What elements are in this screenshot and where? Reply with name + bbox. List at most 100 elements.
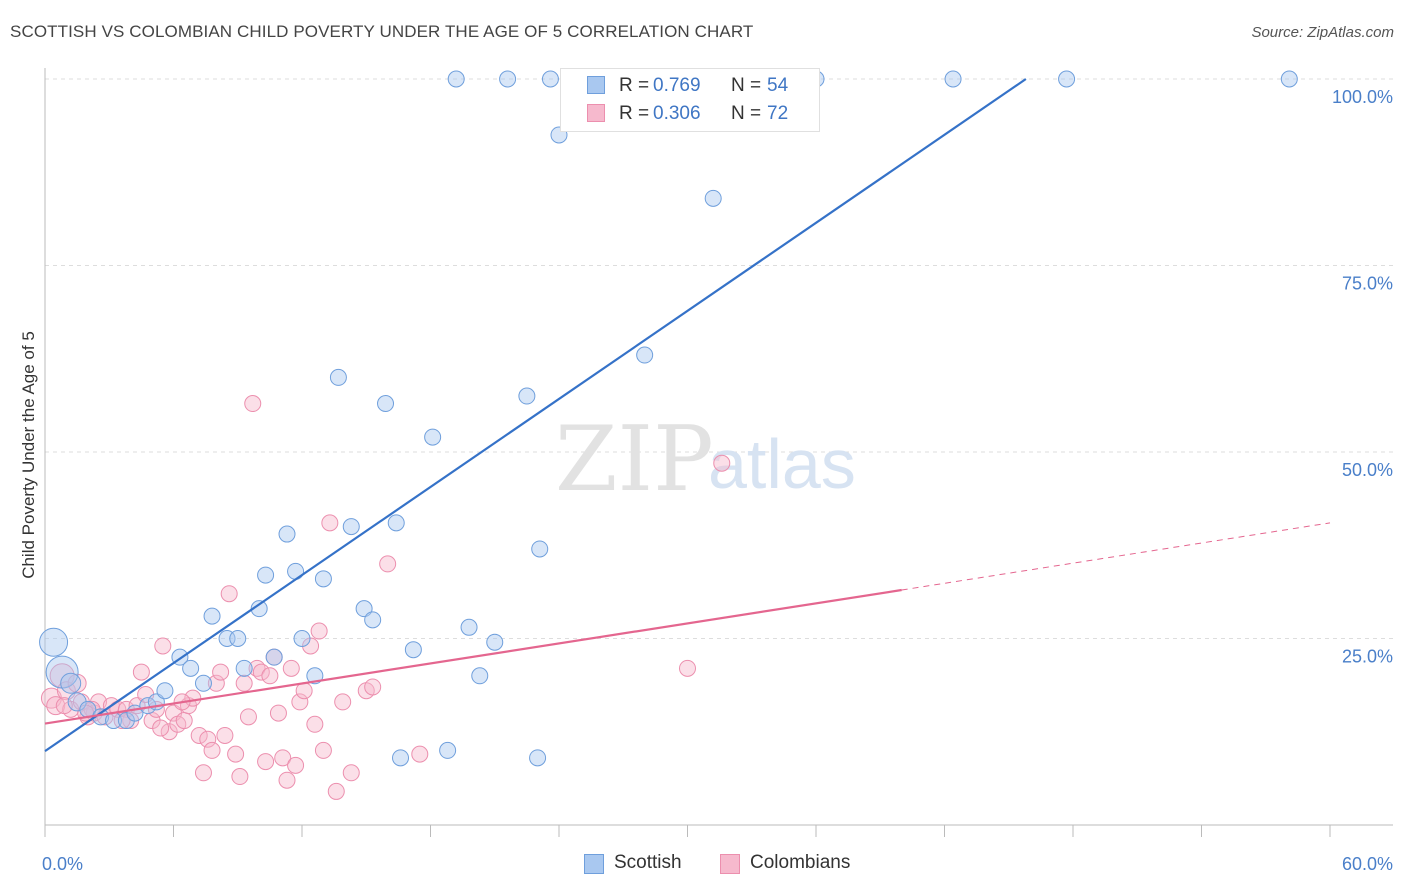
colombian-point — [244, 395, 262, 413]
colombian-point — [274, 749, 292, 767]
scottish-point — [439, 741, 457, 759]
scottish-point — [287, 562, 305, 580]
y-tick-label: 75.0% — [1342, 274, 1393, 294]
colombian-point — [310, 622, 328, 640]
legend-swatch-scottish — [587, 76, 605, 94]
scottish-point — [518, 387, 536, 405]
scottish-point — [364, 611, 382, 629]
legend: R = 0.769 N = 54 R = 0.306 N = 72 — [560, 68, 820, 132]
watermark-zip: ZIP — [555, 407, 714, 512]
colombian-point — [342, 764, 360, 782]
legend-r-value: 0.769 — [653, 75, 701, 96]
colombian-point — [261, 667, 279, 685]
colombian-point — [257, 753, 275, 771]
colombian-point — [291, 693, 309, 711]
colombian-point — [239, 708, 257, 726]
scottish-point — [944, 70, 962, 88]
scottish-point — [471, 667, 489, 685]
legend-r-label: R = — [619, 103, 650, 124]
colombian-point — [132, 663, 150, 681]
colombian-point — [207, 674, 225, 692]
colombian-point — [364, 678, 382, 696]
colombian-point — [306, 715, 324, 733]
y-tick-label: 100.0% — [1332, 87, 1393, 107]
bottom-legend-label-colombians: Colombians — [750, 852, 851, 873]
colombian-point — [287, 756, 305, 774]
scottish-point — [636, 346, 654, 364]
bottom-legend-swatch-colombians — [720, 854, 740, 874]
scottish-point — [194, 674, 212, 692]
scottish-point — [460, 618, 478, 636]
scottish-point — [117, 712, 135, 730]
legend-swatch-colombians — [587, 104, 605, 122]
colombian-point — [278, 771, 296, 789]
legend-r-value: 0.306 — [653, 103, 701, 124]
x-tick-label: 0.0% — [42, 854, 83, 874]
colombian-point — [190, 726, 208, 744]
colombian-point — [314, 741, 332, 759]
legend-r-label: R = — [619, 75, 650, 96]
colombian-point — [154, 637, 172, 655]
bottom-legend-swatch-scottish — [584, 854, 604, 874]
scottish-point — [293, 630, 311, 647]
colombian-point — [679, 659, 696, 677]
colombian-point — [282, 659, 300, 677]
colombian-point — [194, 764, 212, 782]
colombian-point — [67, 673, 87, 693]
y-tick-label: 50.0% — [1342, 460, 1393, 480]
scottish-point — [404, 641, 422, 659]
scottish-point — [278, 525, 296, 543]
y-axis-label: Child Poverty Under the Age of 5 — [19, 331, 38, 579]
scottish-point — [486, 633, 504, 651]
y-tick-label: 25.0% — [1342, 647, 1393, 667]
colombian-point — [152, 719, 170, 737]
colombian-point — [46, 696, 66, 716]
scottish-point — [424, 428, 442, 446]
colombian-point — [231, 768, 249, 786]
scottish-point — [60, 672, 82, 694]
colombian-point — [212, 663, 230, 681]
scottish-point — [203, 607, 221, 625]
colombian-points — [40, 395, 731, 800]
colombian-point — [252, 663, 270, 681]
colombian-trend-line — [44, 588, 902, 725]
chart-title: SCOTTISH VS COLOMBIAN CHILD POVERTY UNDE… — [10, 22, 754, 41]
colombian-trend-extension — [901, 522, 1331, 591]
scottish-point — [392, 749, 410, 767]
grid-lines — [45, 78, 1393, 639]
colombian-point — [175, 712, 193, 730]
watermark: ZIP atlas — [555, 407, 856, 512]
scottish-point — [39, 627, 69, 657]
scottish-point — [531, 540, 549, 558]
colombian-point — [411, 745, 429, 763]
scottish-point — [329, 368, 347, 386]
scottish-point — [265, 648, 283, 666]
scottish-point — [1280, 70, 1298, 88]
colombian-point — [235, 674, 253, 692]
bottom-legend-label-scottish: Scottish — [614, 852, 682, 873]
colombian-point — [203, 741, 221, 759]
axes — [44, 68, 1393, 837]
scottish-point — [314, 570, 332, 588]
scottish-point — [1058, 70, 1076, 88]
legend-n-label: N = — [731, 75, 762, 96]
scottish-point — [342, 518, 360, 536]
tick-labels: 25.0% 50.0% 75.0% 100.0% 0.0% 60.0% — [42, 87, 1393, 874]
colombian-point — [160, 723, 178, 741]
scottish-point — [377, 395, 395, 413]
colombian-point — [199, 730, 217, 748]
scottish-trend-line — [44, 78, 1027, 753]
scottish-point — [704, 189, 722, 207]
scottish-point — [156, 682, 174, 700]
colombian-point — [227, 745, 245, 763]
scottish-point — [529, 749, 547, 767]
legend-n-value: 54 — [767, 75, 789, 96]
colombian-point — [713, 454, 731, 472]
legend-n-value: 72 — [767, 103, 789, 124]
legend-row-scottish: R = 0.769 N = 54 — [561, 73, 819, 99]
colombian-point — [216, 726, 234, 744]
scottish-point — [182, 659, 200, 677]
colombian-point — [334, 693, 352, 711]
colombian-point — [269, 704, 287, 722]
